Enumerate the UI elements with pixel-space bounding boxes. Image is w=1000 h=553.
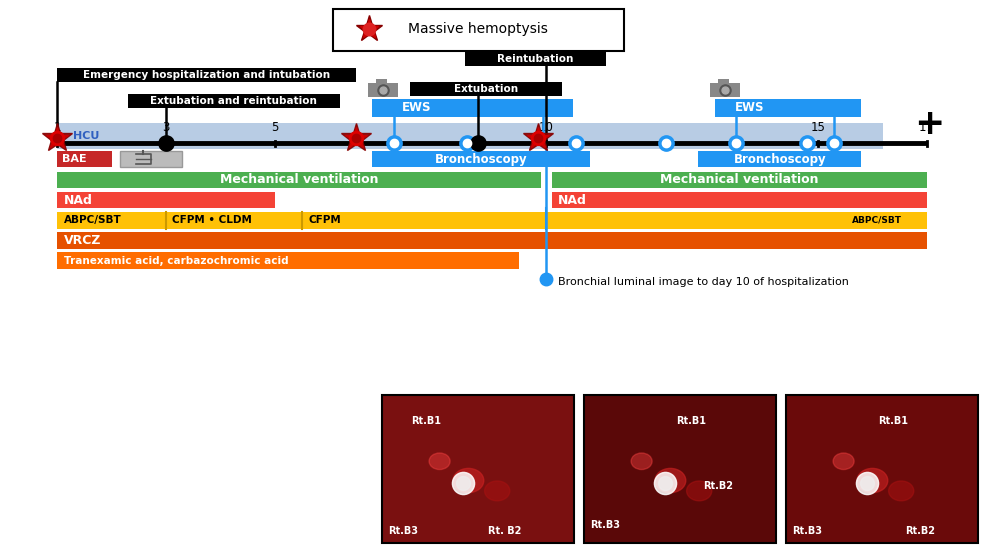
Text: Rt. B2: Rt. B2 bbox=[488, 526, 521, 536]
Text: NAd: NAd bbox=[64, 194, 93, 207]
FancyBboxPatch shape bbox=[410, 82, 562, 96]
FancyBboxPatch shape bbox=[57, 192, 275, 208]
Text: CFPM: CFPM bbox=[308, 216, 341, 226]
Text: Tranexamic acid, carbazochromic acid: Tranexamic acid, carbazochromic acid bbox=[64, 255, 288, 265]
FancyBboxPatch shape bbox=[333, 9, 624, 51]
FancyBboxPatch shape bbox=[718, 79, 729, 84]
Text: Mechanical ventilation: Mechanical ventilation bbox=[220, 174, 378, 186]
Text: Bronchial luminal image to day 10 of hospitalization: Bronchial luminal image to day 10 of hos… bbox=[558, 277, 849, 287]
FancyBboxPatch shape bbox=[552, 192, 927, 208]
Text: 15: 15 bbox=[810, 121, 825, 134]
Text: Rt.B1: Rt.B1 bbox=[411, 416, 441, 426]
Text: Rt.B2: Rt.B2 bbox=[905, 526, 935, 536]
Text: Emergency hospitalization and intubation: Emergency hospitalization and intubation bbox=[83, 70, 330, 80]
FancyBboxPatch shape bbox=[552, 171, 927, 188]
Text: Rt.B3: Rt.B3 bbox=[792, 526, 822, 536]
FancyBboxPatch shape bbox=[57, 171, 541, 188]
FancyBboxPatch shape bbox=[584, 395, 776, 542]
FancyBboxPatch shape bbox=[382, 395, 574, 542]
FancyBboxPatch shape bbox=[715, 98, 861, 117]
Circle shape bbox=[889, 481, 914, 501]
Text: +: + bbox=[914, 107, 944, 142]
Circle shape bbox=[485, 481, 510, 501]
Text: HCU: HCU bbox=[73, 131, 100, 141]
Text: 3: 3 bbox=[162, 121, 170, 134]
Text: Rt.B1: Rt.B1 bbox=[676, 416, 706, 426]
FancyBboxPatch shape bbox=[786, 395, 978, 542]
Text: Rt.B2: Rt.B2 bbox=[703, 482, 733, 492]
Text: Extubation: Extubation bbox=[454, 84, 518, 94]
Text: Mechanical ventilation: Mechanical ventilation bbox=[660, 174, 818, 186]
Text: Massive hemoptysis: Massive hemoptysis bbox=[408, 22, 548, 36]
Text: Bronchoscopy: Bronchoscopy bbox=[734, 153, 826, 166]
FancyBboxPatch shape bbox=[128, 94, 340, 108]
FancyBboxPatch shape bbox=[372, 98, 573, 117]
Circle shape bbox=[429, 453, 450, 469]
Circle shape bbox=[687, 481, 712, 501]
Text: CFPM • CLDM: CFPM • CLDM bbox=[172, 216, 252, 226]
Circle shape bbox=[655, 468, 686, 493]
Circle shape bbox=[833, 453, 854, 469]
FancyBboxPatch shape bbox=[376, 79, 387, 84]
Circle shape bbox=[857, 468, 888, 493]
Text: 5: 5 bbox=[271, 121, 278, 134]
Text: EWS: EWS bbox=[402, 101, 432, 114]
FancyBboxPatch shape bbox=[57, 212, 927, 229]
Circle shape bbox=[631, 453, 652, 469]
FancyBboxPatch shape bbox=[57, 252, 519, 269]
FancyBboxPatch shape bbox=[57, 152, 112, 167]
FancyBboxPatch shape bbox=[368, 84, 398, 97]
FancyBboxPatch shape bbox=[57, 123, 883, 149]
FancyBboxPatch shape bbox=[120, 152, 182, 167]
Text: BAE: BAE bbox=[62, 154, 86, 164]
FancyBboxPatch shape bbox=[710, 84, 740, 97]
FancyBboxPatch shape bbox=[57, 232, 927, 248]
Circle shape bbox=[453, 468, 484, 493]
FancyBboxPatch shape bbox=[372, 152, 590, 167]
FancyBboxPatch shape bbox=[698, 152, 861, 167]
Text: VRCZ: VRCZ bbox=[64, 234, 101, 247]
FancyBboxPatch shape bbox=[465, 53, 606, 66]
Text: Bronchoscopy: Bronchoscopy bbox=[435, 153, 527, 166]
Text: EWS: EWS bbox=[735, 101, 765, 114]
Text: 10: 10 bbox=[539, 121, 554, 134]
Text: NAd: NAd bbox=[558, 194, 587, 207]
Text: Rt.B1: Rt.B1 bbox=[878, 416, 908, 426]
Text: Rt.B3: Rt.B3 bbox=[388, 526, 418, 536]
Text: ABPC/SBT: ABPC/SBT bbox=[852, 216, 902, 225]
Text: 17: 17 bbox=[919, 121, 934, 134]
Text: 1: 1 bbox=[53, 121, 61, 134]
Text: Extubation and reintubation: Extubation and reintubation bbox=[150, 96, 317, 106]
Text: Rt.B3: Rt.B3 bbox=[590, 520, 620, 530]
FancyBboxPatch shape bbox=[57, 68, 356, 82]
Text: Reintubation: Reintubation bbox=[497, 54, 574, 64]
Text: ABPC/SBT: ABPC/SBT bbox=[64, 216, 121, 226]
